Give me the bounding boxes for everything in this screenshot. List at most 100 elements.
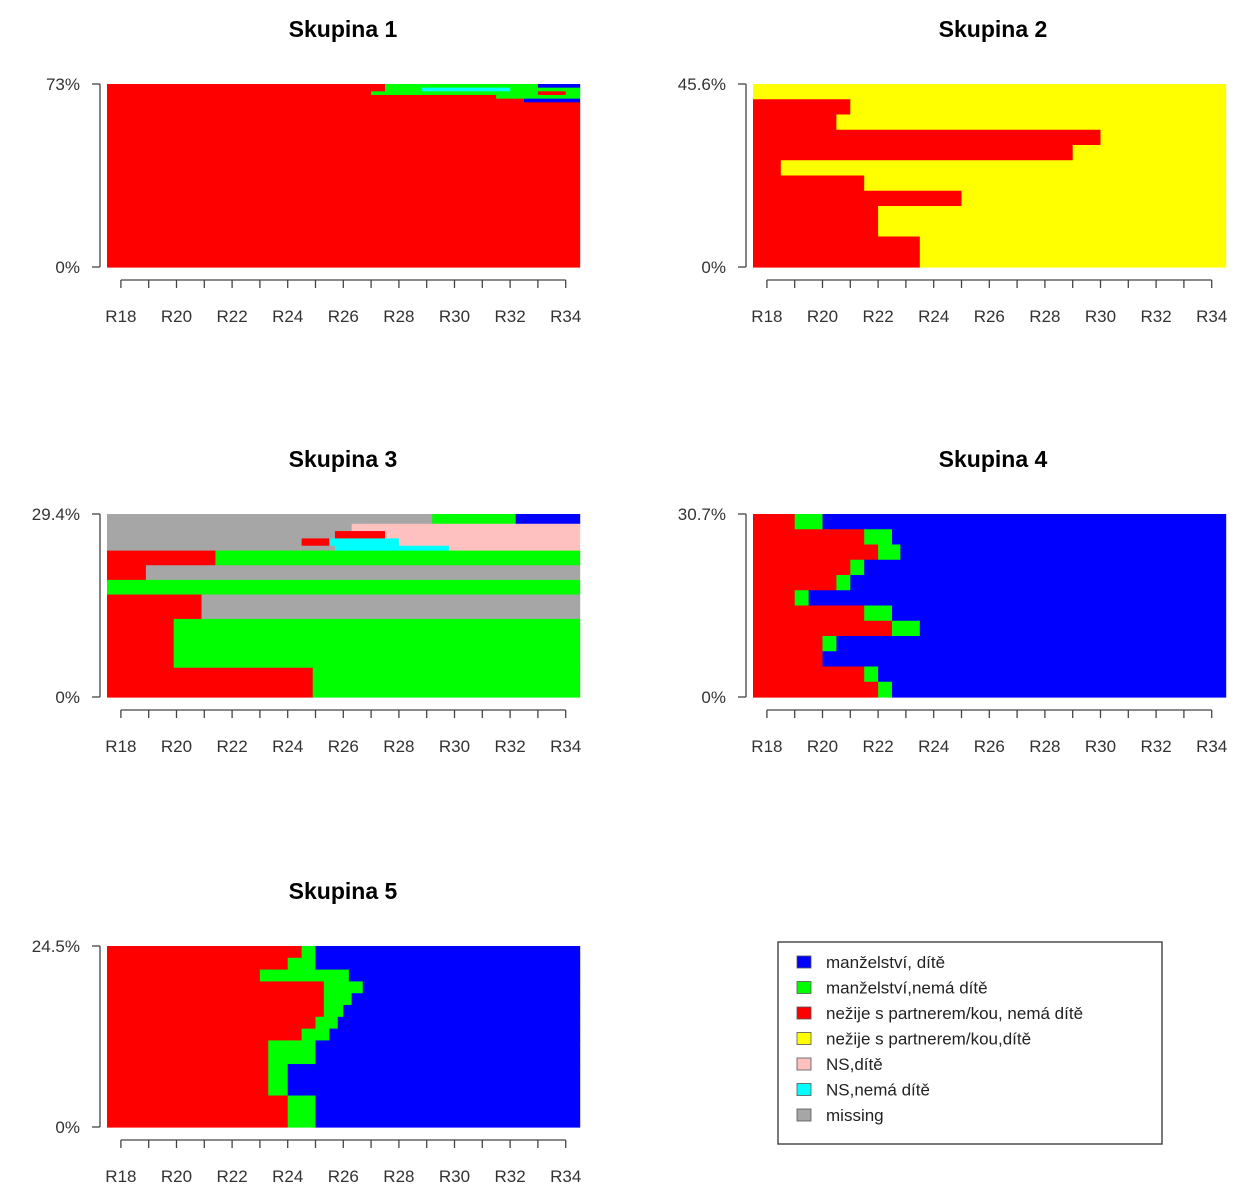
x-tick-label: R34 bbox=[1196, 737, 1227, 756]
state-segment bbox=[892, 529, 1227, 546]
state-segment bbox=[334, 531, 386, 539]
state-segment bbox=[753, 605, 865, 622]
x-tick-label: R22 bbox=[217, 1167, 248, 1186]
x-tick-label: R30 bbox=[439, 307, 470, 326]
state-segment bbox=[107, 579, 581, 596]
legend-swatch bbox=[796, 981, 812, 994]
state-segment bbox=[107, 618, 175, 669]
state-segment bbox=[315, 1040, 581, 1065]
panel-title: Skupina 3 bbox=[289, 446, 398, 472]
x-tick-label: R28 bbox=[383, 307, 414, 326]
state-segment bbox=[753, 160, 782, 177]
panel-2: Skupina 2 45.6% 0% R18 R20 R22 R24 R26 R28 R30 R32… bbox=[678, 16, 1227, 326]
state-segment bbox=[753, 681, 879, 698]
sequence-bands bbox=[753, 84, 1227, 268]
x-tick-label: R20 bbox=[161, 737, 192, 756]
y-max-label: 29.4% bbox=[32, 505, 80, 524]
state-segment bbox=[753, 190, 963, 207]
state-segment bbox=[107, 545, 336, 552]
state-segment bbox=[919, 620, 1227, 637]
state-segment bbox=[107, 1064, 269, 1097]
state-segment bbox=[808, 590, 1227, 607]
legend-label: NS,nemá dítě bbox=[826, 1081, 930, 1100]
state-segment bbox=[107, 993, 325, 1006]
state-segment bbox=[323, 993, 353, 1006]
y-min-label: 0% bbox=[55, 258, 80, 277]
state-segment bbox=[301, 1028, 330, 1042]
state-segment bbox=[753, 666, 865, 683]
state-segment bbox=[351, 523, 581, 532]
state-segment bbox=[864, 175, 1227, 192]
state-segment bbox=[822, 514, 1227, 530]
state-segment bbox=[753, 636, 824, 652]
state-segment bbox=[753, 251, 921, 268]
state-segment bbox=[351, 993, 581, 1006]
panel-1: Skupina 1 73% 0% R18 R20 R22 R24 R26 R28 R30 R32 R3… bbox=[46, 16, 581, 326]
state-segment bbox=[215, 550, 581, 566]
state-segment bbox=[107, 98, 497, 103]
state-segment bbox=[864, 529, 893, 546]
x-tick-label: R18 bbox=[751, 737, 782, 756]
state-segment bbox=[537, 84, 581, 89]
state-segment bbox=[371, 91, 539, 96]
panel-title: Skupina 1 bbox=[289, 16, 398, 42]
state-segment bbox=[385, 87, 422, 92]
state-segment bbox=[107, 523, 353, 532]
x-tick-label: R28 bbox=[1029, 737, 1060, 756]
x-tick-label: R32 bbox=[1141, 737, 1172, 756]
state-segment bbox=[107, 94, 497, 100]
x-tick-label: R28 bbox=[383, 737, 414, 756]
x-tick-label: R24 bbox=[272, 1167, 303, 1186]
panel-title: Skupina 5 bbox=[289, 878, 398, 904]
state-segment bbox=[878, 666, 1227, 683]
state-segment bbox=[919, 236, 1227, 253]
legend-swatch bbox=[796, 1083, 812, 1096]
y-max-label: 45.6% bbox=[678, 75, 726, 94]
state-segment bbox=[822, 651, 1227, 668]
sequence-bands bbox=[753, 514, 1227, 698]
state-segment bbox=[362, 981, 581, 994]
state-segment bbox=[315, 957, 581, 971]
state-segment bbox=[287, 1064, 581, 1097]
state-segment bbox=[510, 87, 581, 92]
state-segment bbox=[753, 84, 1227, 100]
x-tick-label: R18 bbox=[751, 307, 782, 326]
x-tick-label: R22 bbox=[863, 737, 894, 756]
x-tick-label: R26 bbox=[974, 307, 1005, 326]
state-segment bbox=[107, 531, 336, 539]
state-segment bbox=[1072, 145, 1227, 161]
legend-label: manželství,nemá dítě bbox=[826, 979, 988, 998]
state-segment bbox=[301, 946, 317, 959]
x-tick-label: R18 bbox=[105, 307, 136, 326]
legend-label: NS,dítě bbox=[826, 1055, 883, 1074]
x-tick-label: R24 bbox=[918, 737, 949, 756]
state-segment bbox=[107, 1028, 303, 1042]
state-segment bbox=[794, 590, 810, 607]
state-segment bbox=[864, 666, 879, 683]
state-segment bbox=[753, 575, 837, 591]
state-segment bbox=[107, 1040, 269, 1065]
state-segment bbox=[107, 1005, 325, 1018]
state-segment bbox=[1100, 129, 1227, 146]
sequence-bands bbox=[107, 84, 581, 268]
state-segment bbox=[312, 667, 581, 698]
state-segment bbox=[496, 94, 581, 100]
legend-swatch bbox=[796, 1057, 812, 1071]
state-segment bbox=[850, 559, 865, 576]
state-segment bbox=[107, 91, 372, 96]
x-tick-label: R34 bbox=[550, 737, 581, 756]
x-tick-label: R28 bbox=[1029, 307, 1060, 326]
state-segment bbox=[301, 538, 330, 547]
state-segment bbox=[107, 102, 581, 268]
x-tick-label: R18 bbox=[105, 737, 136, 756]
state-segment bbox=[315, 946, 581, 959]
state-segment bbox=[398, 538, 581, 547]
legend-swatch bbox=[796, 955, 812, 969]
state-segment bbox=[780, 160, 1227, 177]
x-tick-label: R28 bbox=[383, 1167, 414, 1186]
x-tick-label: R34 bbox=[1196, 307, 1227, 326]
state-segment bbox=[268, 1040, 317, 1065]
state-segment bbox=[753, 514, 796, 530]
state-segment bbox=[107, 594, 203, 620]
x-tick-label: R22 bbox=[217, 307, 248, 326]
